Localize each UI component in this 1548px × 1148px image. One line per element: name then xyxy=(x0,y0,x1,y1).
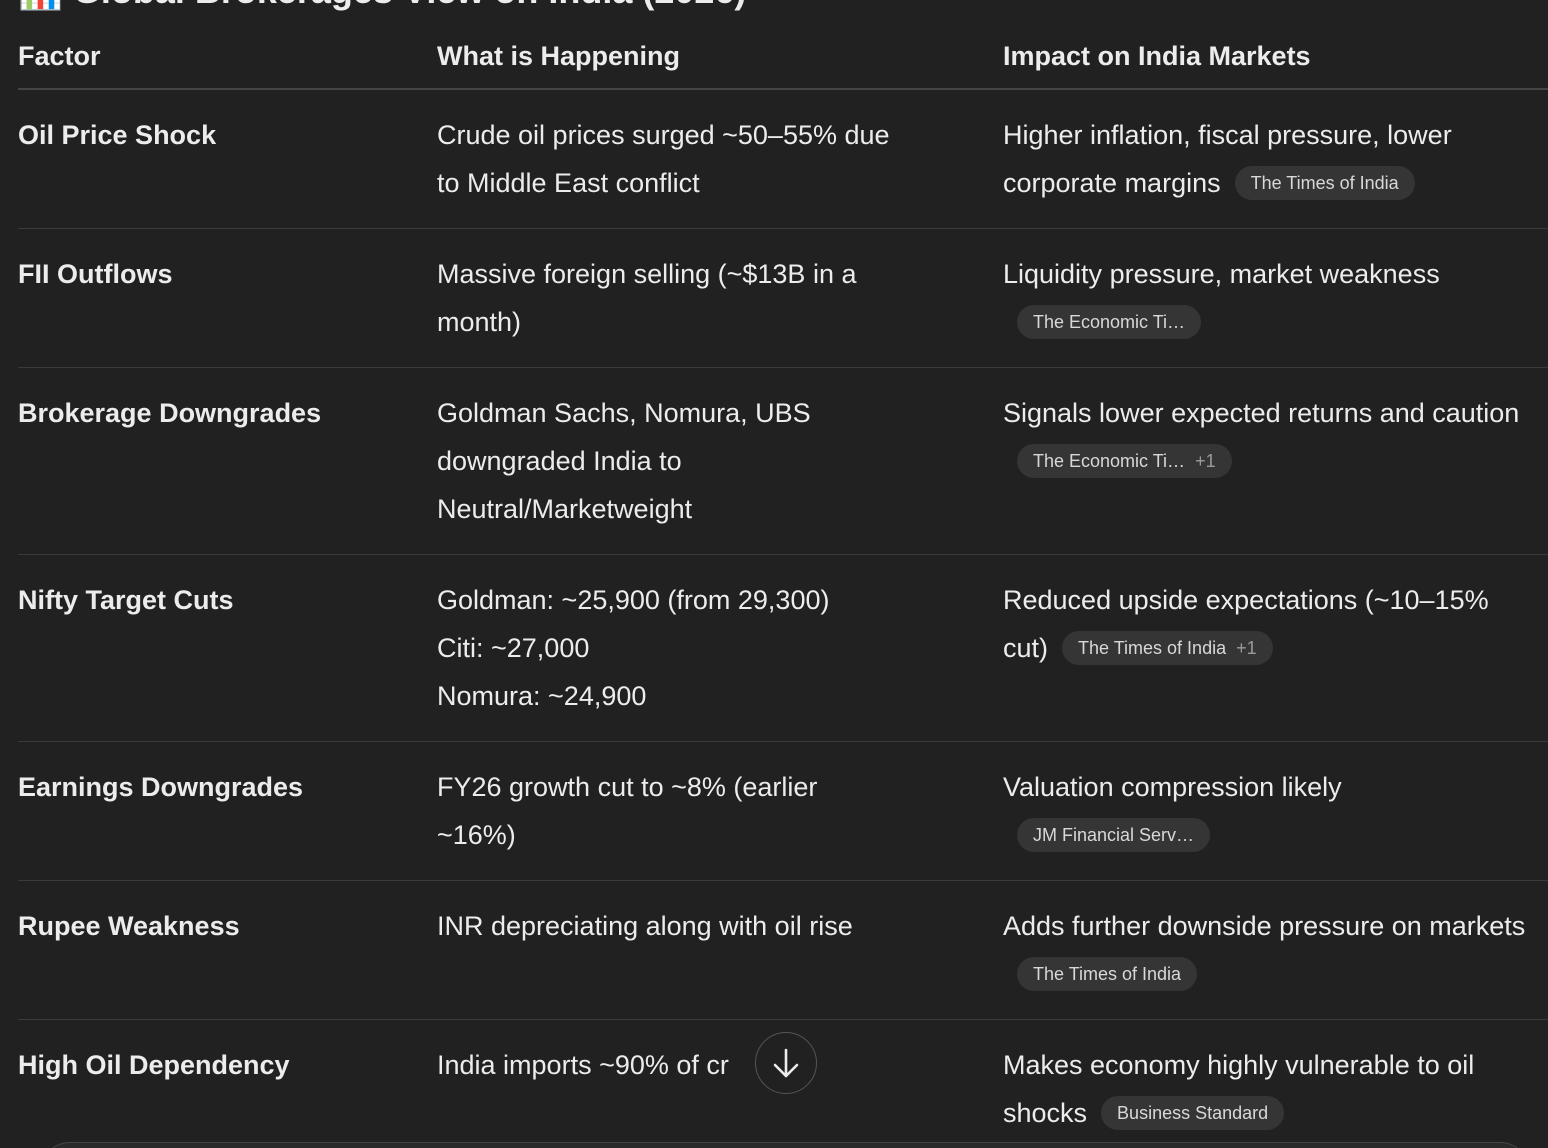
factor-cell: Oil Price Shock xyxy=(18,120,217,150)
factor-cell: High Oil Dependency xyxy=(18,1050,290,1080)
source-extra: +1 xyxy=(1236,637,1257,658)
header-row: Factor What is Happening Impact on India M… xyxy=(18,0,1548,90)
happening-line: Nomura: ~24,900 xyxy=(437,681,647,711)
source-chip[interactable]: The Economic Ti… +1 xyxy=(1017,443,1232,478)
happening-line: Crude oil prices surged ~50–55% due xyxy=(437,120,890,150)
happening-line: Neutral/Marketweight xyxy=(437,494,693,524)
happening-line: ~16%) xyxy=(437,820,516,850)
impact-cell: Makes economy highly vulnerable to oil s… xyxy=(1003,1041,1538,1137)
happening-cell: India imports ~90% of cr xyxy=(437,1041,1003,1137)
source-label: Business Standard xyxy=(1117,1102,1269,1123)
happening-line: to Middle East conflict xyxy=(437,168,700,198)
impact-cell: Adds further downside pressure on market… xyxy=(1003,902,1538,998)
header-cell: Impact on India Markets xyxy=(1003,41,1311,71)
source-chip[interactable]: The Times of India +1 xyxy=(1062,630,1273,665)
source-extra: +1 xyxy=(1195,450,1216,471)
scroll-down-button[interactable] xyxy=(755,1032,817,1094)
happening-line: Citi: ~27,000 xyxy=(437,633,590,663)
impact-text: Higher inflation, fiscal pressure, lower… xyxy=(1003,120,1452,198)
source-chip[interactable]: The Times of India xyxy=(1234,165,1415,200)
impact-text: Liquidity pressure, market weakness xyxy=(1003,259,1440,289)
table-row: Earnings Downgrades FY26 growth cut to ~8… xyxy=(18,742,1548,881)
title-icon: 📊 xyxy=(18,0,63,11)
table-row: Oil Price Shock Crude oil prices surged ~… xyxy=(18,90,1548,229)
header-cell: Factor xyxy=(18,41,101,71)
impact-text: Reduced upside expectations (~10–15% cut… xyxy=(1003,585,1489,663)
happening-cell: INR depreciating along with oil rise xyxy=(437,902,1003,998)
table: Factor What is Happening Impact on India M… xyxy=(18,0,1548,1148)
header-cell: What is Happening xyxy=(437,41,680,71)
happening-line: downgraded India to xyxy=(437,446,682,476)
happening-line: INR depreciating along with oil rise xyxy=(437,911,853,941)
source-chip[interactable]: JM Financial Serv… xyxy=(1017,817,1211,852)
source-label: The Economic Ti… xyxy=(1033,450,1186,471)
source-chip[interactable]: The Economic Ti… xyxy=(1017,304,1202,339)
table-row: FII Outflows Massive foreign selling (~$1… xyxy=(18,229,1548,368)
factor-cell: FII Outflows xyxy=(18,259,173,289)
happening-line: Goldman Sachs, Nomura, UBS xyxy=(437,398,811,428)
impact-text: Valuation compression likely xyxy=(1003,772,1342,802)
source-label: The Times of India xyxy=(1250,172,1399,193)
impact-text: Signals lower expected returns and cauti… xyxy=(1003,398,1520,428)
table-row: Brokerage Downgrades Goldman Sachs, Nomur… xyxy=(18,368,1548,555)
impact-cell: Reduced upside expectations (~10–15% cut… xyxy=(1003,576,1538,720)
happening-line: India imports ~90% of cr xyxy=(437,1050,729,1080)
impact-cell: Valuation compression likely JM Financial… xyxy=(1003,763,1538,859)
arrow-icon xyxy=(773,1048,799,1078)
happening-cell: Massive foreign selling (~$13B in a month… xyxy=(437,250,1003,346)
table-row: Rupee Weakness INR depreciating along wit… xyxy=(18,881,1548,1020)
factor-cell: Brokerage Downgrades xyxy=(18,398,322,428)
title: 📊 Global Brokerages View on India (2026) xyxy=(18,0,746,12)
happening-cell: Crude oil prices surged ~50–55% due to Mi… xyxy=(437,111,1003,207)
happening-line: Massive foreign selling (~$13B in a xyxy=(437,259,857,289)
impact-text: Adds further downside pressure on market… xyxy=(1003,911,1526,941)
source-chip[interactable]: The Times of India xyxy=(1017,956,1198,991)
happening-cell: Goldman Sachs, Nomura, UBS downgraded Ind… xyxy=(437,389,1003,533)
happening-line: FY26 growth cut to ~8% (earlier xyxy=(437,772,818,802)
happening-cell: Goldman: ~25,900 (from 29,300) Citi: ~27,… xyxy=(437,576,1003,720)
happening-cell: FY26 growth cut to ~8% (earlier ~16%) xyxy=(437,763,1003,859)
happening-line: Goldman: ~25,900 (from 29,300) xyxy=(437,585,830,615)
impact-cell: Higher inflation, fiscal pressure, lower… xyxy=(1003,111,1538,207)
message-input[interactable] xyxy=(40,1142,1530,1148)
source-chip[interactable]: Business Standard xyxy=(1101,1095,1285,1130)
title-text: Global Brokerages View on India (2026) xyxy=(73,0,747,11)
factor-cell: Nifty Target Cuts xyxy=(18,585,234,615)
source-label: The Times of India xyxy=(1078,637,1227,658)
impact-text: Makes economy highly vulnerable to oil s… xyxy=(1003,1050,1475,1128)
factor-cell: Rupee Weakness xyxy=(18,911,240,941)
source-label: The Economic Ti… xyxy=(1033,311,1186,332)
happening-line: month) xyxy=(437,307,522,337)
impact-cell: Liquidity pressure, market weakness The E… xyxy=(1003,250,1538,346)
table-row: Nifty Target Cuts Goldman: ~25,900 (from … xyxy=(18,555,1548,742)
factor-cell: Earnings Downgrades xyxy=(18,772,304,802)
table-row: High Oil Dependency India imports ~90% of… xyxy=(18,1020,1548,1148)
source-label: The Times of India xyxy=(1033,963,1182,984)
source-label: JM Financial Serv… xyxy=(1033,824,1195,845)
impact-cell: Signals lower expected returns and cauti… xyxy=(1003,389,1538,533)
